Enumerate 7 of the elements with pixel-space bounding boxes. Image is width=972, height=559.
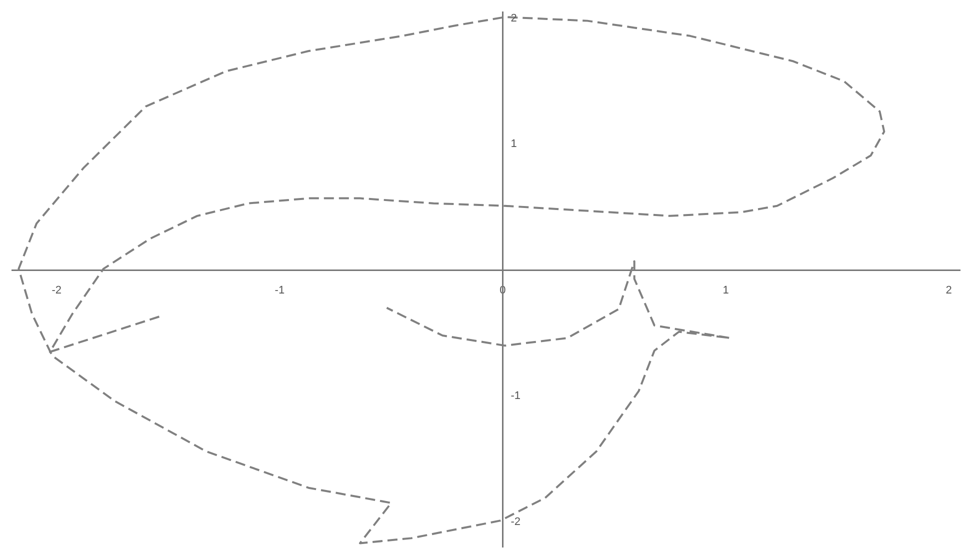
x-tick-label: -1 — [274, 284, 285, 297]
y-tick-label: -1 — [510, 390, 521, 402]
y-tick-label: 1 — [510, 138, 517, 150]
x-tick-label: 2 — [946, 284, 952, 297]
x-tick-label: 1 — [722, 284, 729, 297]
y-tick-label: -2 — [510, 516, 521, 528]
x-tick-label: -2 — [52, 284, 62, 297]
